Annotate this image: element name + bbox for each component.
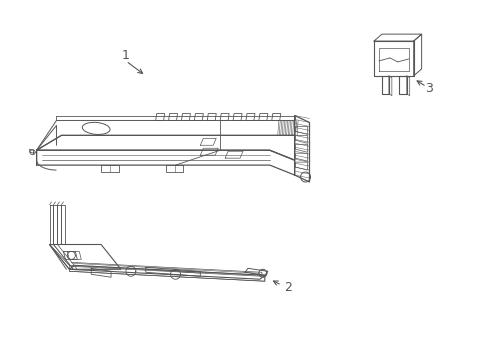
Text: 1: 1 (122, 49, 130, 63)
Text: 2: 2 (284, 281, 292, 294)
Text: 3: 3 (425, 82, 433, 95)
